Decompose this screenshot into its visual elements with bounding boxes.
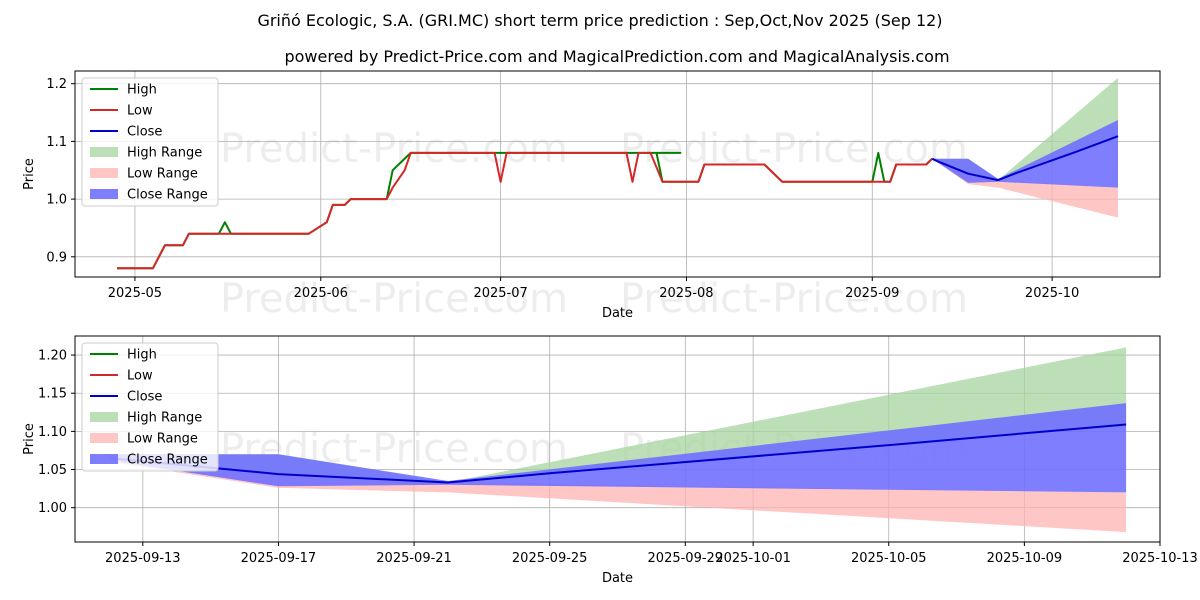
close-series-line: [108, 423, 1127, 484]
legend-swatch-low-range: [90, 433, 118, 443]
low-range-band: [932, 158, 1118, 218]
y-tick-label: 1.2: [46, 77, 67, 92]
chart-title: Griñó Ecologic, S.A. (GRI.MC) short term…: [257, 11, 942, 30]
y-tick-label: 1.05: [38, 463, 67, 478]
watermark-text: Predict-Price.com: [220, 126, 568, 172]
low-series-line: [117, 151, 933, 270]
x-tick-label: 2025-10: [1025, 286, 1079, 301]
legend-swatch-high-range: [90, 147, 118, 157]
x-axis-label: Date: [602, 306, 633, 321]
watermark-text: Predict-Price.com: [620, 276, 968, 322]
legend-label-high: High: [127, 83, 157, 98]
legend-label-low: Low: [127, 369, 153, 384]
legend-label-close: Close: [127, 390, 162, 405]
x-tick-label: 2025-09-13: [105, 551, 181, 566]
high-range-band: [932, 77, 1118, 181]
x-tick-label: 2025-09-17: [241, 551, 317, 566]
x-tick-label: 2025-10-09: [987, 551, 1063, 566]
y-tick-label: 0.9: [46, 250, 67, 265]
x-tick-label: 2025-08: [659, 286, 713, 301]
x-tick-label: 2025-07: [473, 286, 527, 301]
legend-label-high: High: [127, 348, 157, 363]
high-range-band: [108, 347, 1127, 483]
top-chart-panel: Predict-Price.com Predict-Price.com Predic…: [22, 70, 1161, 322]
plot-frame: [74, 70, 1161, 278]
y-tick-label: 1.15: [38, 387, 67, 402]
x-tick-label: 2025-09: [845, 286, 899, 301]
x-tick-label: 2025-10-01: [715, 551, 791, 566]
x-tick-label: 2025-10-13: [1122, 551, 1198, 566]
x-tick-label: 2025-10-05: [851, 551, 927, 566]
legend-label-high-range: High Range: [127, 411, 202, 426]
legend-swatch-close-range: [90, 454, 118, 464]
x-tick-label: 2025-09-29: [648, 551, 724, 566]
close-range-band: [932, 120, 1118, 188]
legend-label-low-range: Low Range: [127, 432, 198, 447]
close-series-line: [931, 135, 1119, 182]
x-tick-label: 2025-06: [294, 286, 348, 301]
y-tick-label: 1.20: [38, 349, 67, 364]
x-axis-label: Date: [602, 571, 633, 586]
y-tick-label: 1.0: [46, 193, 67, 208]
close-range-band: [108, 403, 1127, 493]
bottom-chart-panel: Predict-Price.comPredict-Price.com2025-0…: [22, 335, 1198, 586]
legend-label-low: Low: [127, 104, 153, 119]
legend-swatch-close-range: [90, 189, 118, 199]
low-range-band: [108, 458, 1127, 533]
watermark-text: Predict-Price.com: [220, 276, 568, 322]
y-tick-label: 1.1: [46, 135, 67, 150]
legend-label-close-range: Close Range: [127, 453, 208, 468]
legend-swatch-low-range: [90, 168, 118, 178]
x-tick-label: 2025-09-21: [376, 551, 452, 566]
x-tick-label: 2025-09-25: [512, 551, 588, 566]
chart-subtitle: powered by Predict-Price.com and Magical…: [284, 47, 949, 66]
y-axis-label: Price: [22, 158, 37, 190]
y-tick-label: 1.10: [38, 425, 67, 440]
legend-label-high-range: High Range: [127, 146, 202, 161]
legend-label-close-range: Close Range: [127, 188, 208, 203]
y-tick-label: 1.00: [38, 501, 67, 516]
y-axis-label: Price: [22, 423, 37, 455]
legend-label-low-range: Low Range: [127, 167, 198, 182]
legend-label-close: Close: [127, 125, 162, 140]
x-tick-label: 2025-05: [108, 286, 162, 301]
legend-swatch-high-range: [90, 412, 118, 422]
plot-frame: [74, 335, 1161, 543]
